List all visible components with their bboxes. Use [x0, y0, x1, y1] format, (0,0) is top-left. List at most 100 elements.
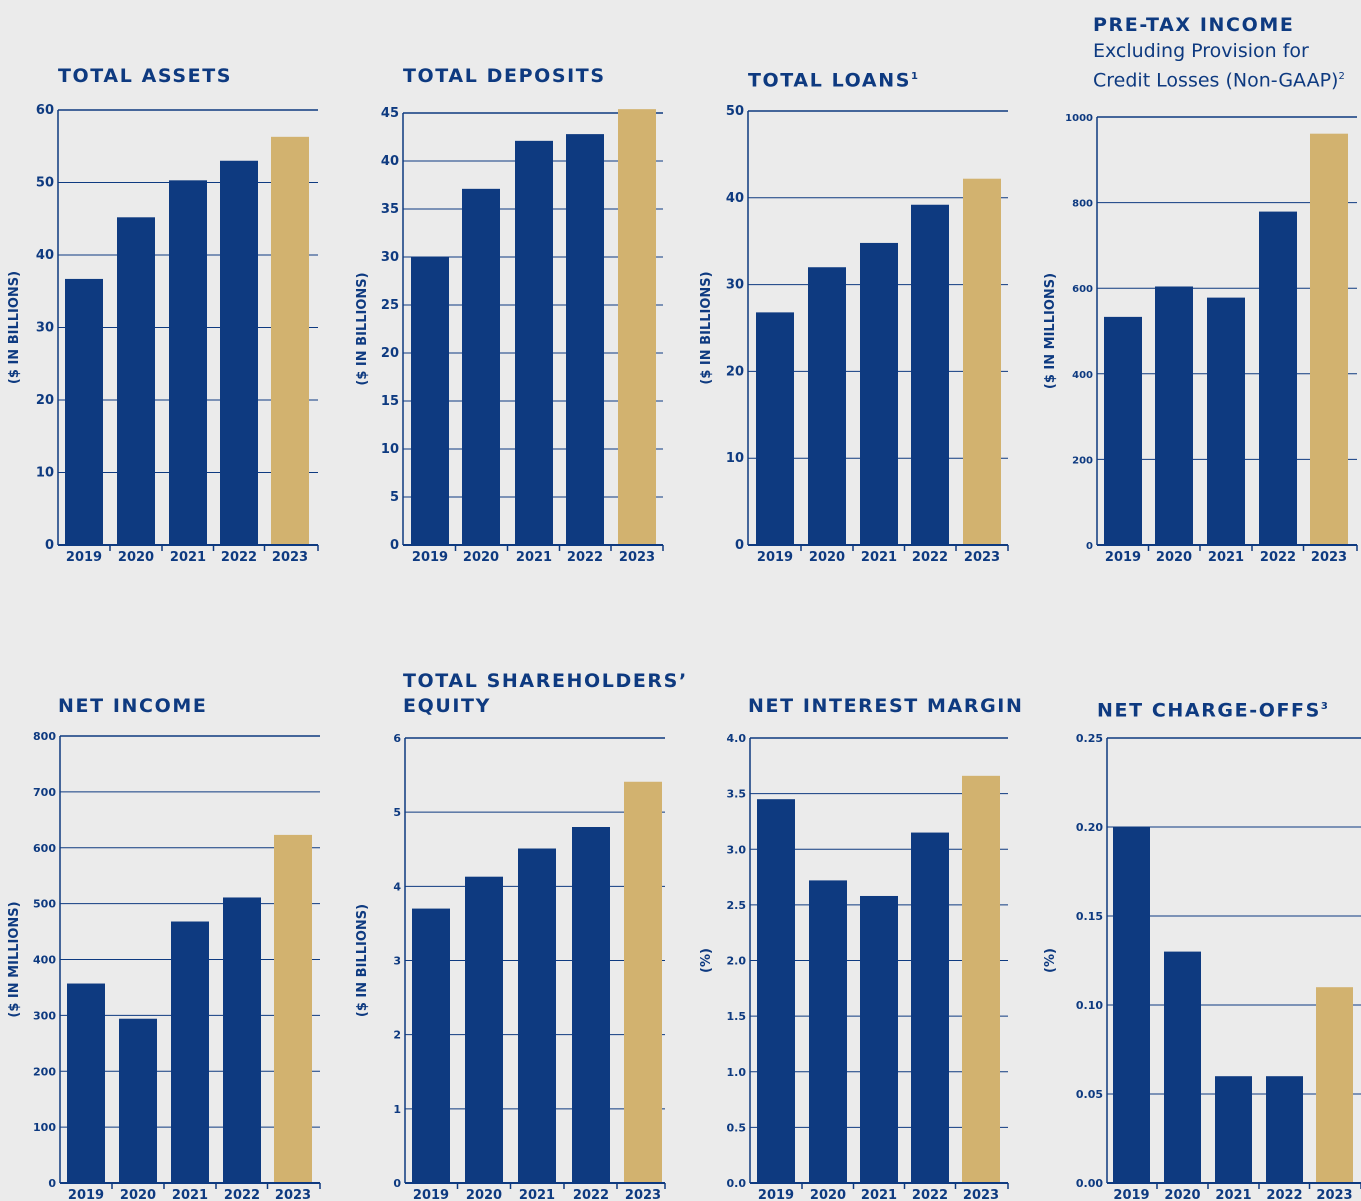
x-tick-label: 2019	[757, 550, 793, 565]
y-tick-label: 200	[1072, 455, 1093, 466]
y-tick-label: 400	[1072, 370, 1093, 381]
x-tick-label: 2019	[1105, 550, 1141, 565]
y-tick-label: 50	[36, 176, 54, 191]
x-tick-label: 2022	[567, 550, 603, 565]
x-tick-label: 2019	[1113, 1188, 1149, 1201]
y-tick-label: 20	[381, 346, 399, 361]
bar-2022	[220, 160, 258, 545]
y-tick-label: 0.00	[1076, 1177, 1103, 1190]
y-tick-label: 400	[33, 954, 56, 967]
x-tick-label: 2020	[810, 1188, 846, 1201]
y-tick-label: 2.0	[727, 955, 747, 968]
bar-2021	[169, 180, 207, 545]
bar-2019	[412, 908, 450, 1183]
y-tick-label: 25	[381, 298, 399, 313]
y-tick-label: 700	[33, 786, 56, 799]
y-tick-label: 0	[45, 538, 54, 553]
x-tick-label: 2019	[412, 550, 448, 565]
y-tick-label: 100	[33, 1121, 56, 1134]
chart-title-pre-tax-income: PRE-TAX INCOME	[1093, 14, 1295, 36]
bar-2020	[1155, 286, 1193, 545]
bar-2023	[271, 136, 309, 545]
x-tick-label: 2021	[861, 550, 897, 565]
bar-2023	[1316, 987, 1353, 1183]
y-tick-label: 3.5	[727, 788, 747, 801]
x-tick-label: 2019	[66, 550, 102, 565]
x-tick-label: 2020	[809, 550, 845, 565]
y-tick-label: 0.20	[1076, 821, 1103, 834]
y-tick-label: 2	[393, 1029, 401, 1042]
x-tick-label: 2023	[272, 550, 308, 565]
y-tick-label: 600	[33, 842, 56, 855]
title-footnote-mark: 1	[911, 71, 918, 82]
y-tick-label: 0.10	[1076, 999, 1103, 1012]
y-tick-label: 45	[381, 106, 399, 121]
bar-2023	[962, 775, 1000, 1183]
x-tick-label: 2019	[413, 1188, 449, 1201]
x-tick-label: 2020	[466, 1188, 502, 1201]
y-tick-label: 800	[1072, 199, 1093, 210]
y-tick-label: 3	[393, 955, 401, 968]
bar-2021	[860, 895, 898, 1183]
bar-2023	[618, 109, 656, 545]
y-tick-label: 20	[726, 364, 744, 379]
x-tick-label: 2022	[912, 1188, 948, 1201]
x-tick-label: 2022	[224, 1188, 260, 1201]
y-tick-label: 0.15	[1076, 910, 1103, 923]
chart-subtitle-pre-tax-income-line2: Credit Losses (Non-GAAP)2	[1093, 69, 1345, 92]
bar-2020	[117, 217, 155, 546]
y-tick-label: 50	[726, 104, 744, 119]
bar-2022	[223, 897, 261, 1183]
chart-title-total-shareholders-equity-line2: EQUITY	[403, 695, 491, 717]
y-tick-label: 4.0	[727, 732, 747, 745]
bar-2019	[1113, 827, 1150, 1183]
y-tick-label: 10	[36, 466, 54, 481]
bar-2021	[860, 242, 898, 545]
title-footnote-mark: 3	[1320, 701, 1328, 712]
y-tick-label: 600	[1072, 284, 1093, 295]
x-tick-label: 2022	[1260, 550, 1296, 565]
x-tick-label: 2021	[519, 1188, 555, 1201]
chart-title-total-assets: TOTAL ASSETS	[58, 65, 233, 87]
y-tick-label: 0.05	[1076, 1088, 1103, 1101]
chart-title-total-loans: TOTAL LOANS1	[748, 69, 918, 92]
x-tick-label: 2020	[463, 550, 499, 565]
y-tick-label: 0	[390, 538, 399, 553]
y-tick-label: 30	[381, 250, 399, 265]
bar-2022	[1259, 211, 1297, 545]
y-tick-label: 0	[735, 538, 744, 553]
y-tick-label: 30	[726, 278, 744, 293]
y-tick-label: 20	[36, 393, 54, 408]
subtitle-footnote-mark: 2	[1338, 71, 1345, 82]
x-tick-label: 2021	[516, 550, 552, 565]
bar-2022	[572, 827, 610, 1183]
chart-title-total-shareholders-equity: TOTAL SHAREHOLDERS’	[403, 670, 688, 692]
bar-2019	[67, 983, 105, 1183]
y-tick-label: 0.0	[727, 1177, 747, 1190]
y-tick-label: 10	[726, 451, 744, 466]
y-axis-label: ($ IN BILLIONS)	[699, 271, 714, 384]
y-tick-label: 500	[33, 898, 56, 911]
bar-2019	[1104, 316, 1142, 545]
bar-2023	[1310, 133, 1348, 545]
x-tick-label: 2023	[1311, 550, 1347, 565]
bar-2020	[462, 188, 500, 545]
bar-2021	[1207, 297, 1245, 545]
y-tick-label: 40	[381, 154, 399, 169]
bar-2022	[566, 134, 604, 545]
y-tick-label: 1.5	[727, 1010, 747, 1023]
y-tick-label: 1.0	[727, 1066, 747, 1079]
x-tick-label: 2022	[573, 1188, 609, 1201]
bar-2020	[809, 880, 847, 1183]
bar-2022	[911, 204, 949, 545]
y-tick-label: 3.0	[727, 843, 747, 856]
bar-2020	[465, 876, 503, 1183]
x-tick-label: 2021	[1215, 1188, 1251, 1201]
bar-2023	[274, 834, 312, 1183]
y-axis-label: ($ IN BILLIONS)	[7, 271, 22, 384]
y-tick-label: 0	[48, 1177, 56, 1190]
chart-title-net-charge-offs: NET CHARGE-OFFS3	[1097, 699, 1328, 722]
bar-2022	[1266, 1076, 1303, 1183]
y-axis-label: ($ IN MILLIONS)	[7, 901, 22, 1017]
